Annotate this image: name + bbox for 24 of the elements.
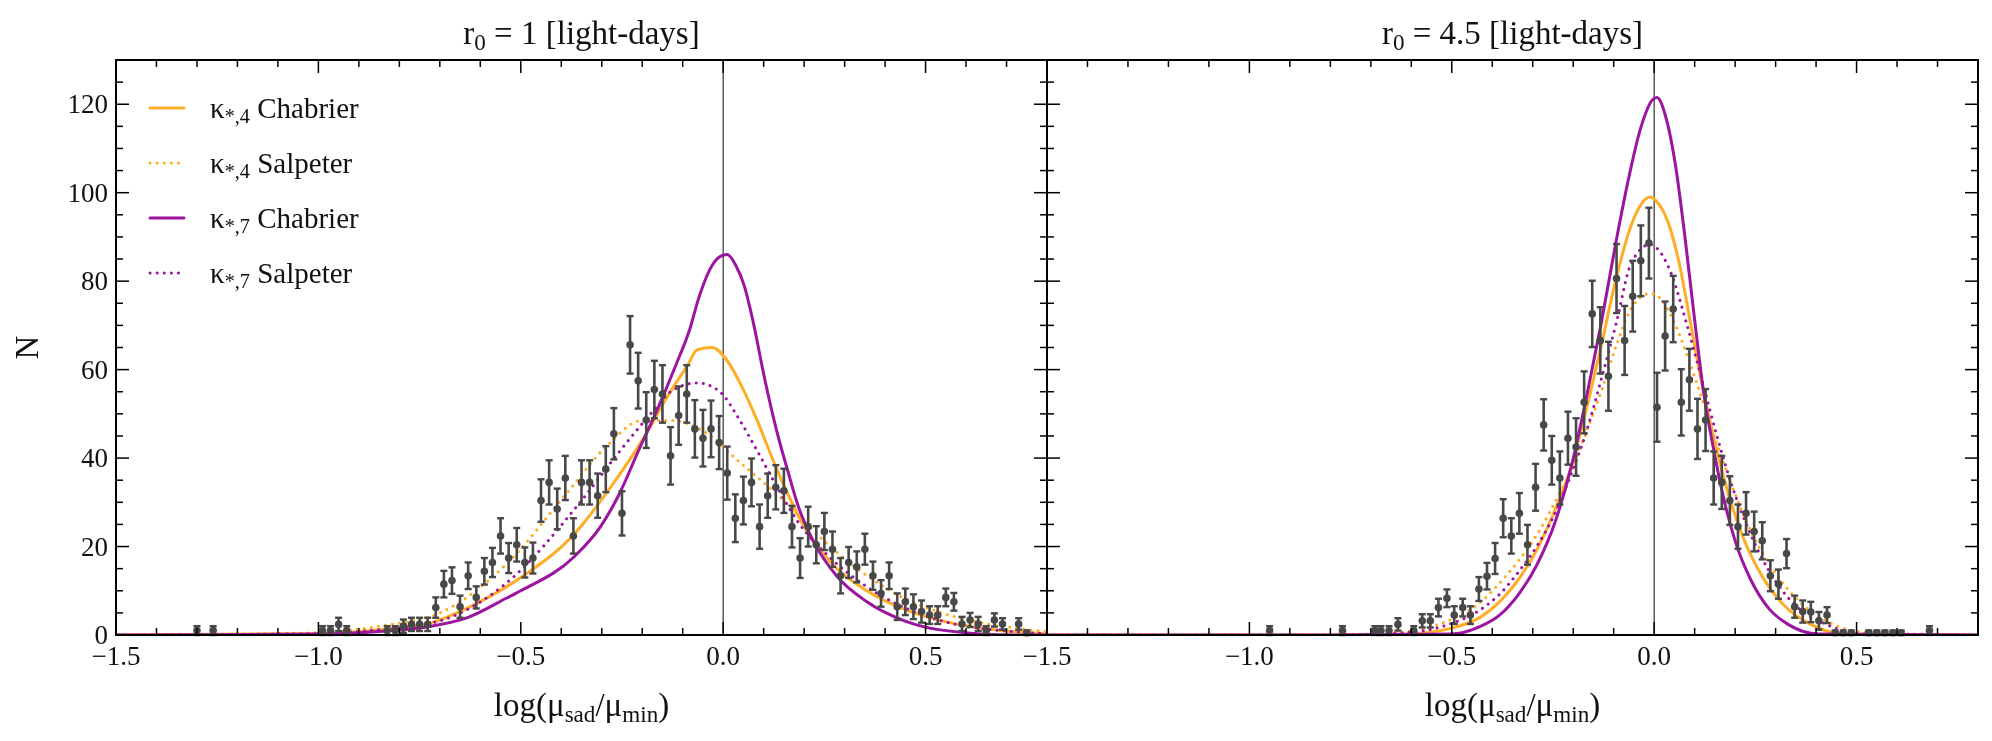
legend-label: κ$_{*,4}$ Salpeter (210, 147, 353, 182)
legend-label: κ$_{*,4}$ Chabrier (210, 92, 360, 127)
x-tick-label: −1.0 (1224, 641, 1274, 671)
chart-title: r$_{0}$ = 4.5 [light-days] (1381, 15, 1644, 55)
y-tick-label: 60 (81, 354, 108, 385)
x-tick-label: −1.0 (293, 641, 343, 671)
x-tick-label: 0.0 (706, 641, 741, 671)
x-tick-label: −0.5 (1427, 641, 1477, 671)
x-axis-title: log(μ$_{sad}$/μ$_{min}$) (1424, 687, 1601, 727)
x-tick-label: 0.0 (1637, 641, 1672, 671)
x-tick-label: −0.5 (496, 641, 546, 671)
legend-label: κ$_{*,7}$ Salpeter (210, 257, 353, 292)
y-tick-label: 40 (81, 443, 108, 474)
legend-label: κ$_{*,7}$ Chabrier (210, 202, 360, 237)
x-axis-title: log(μ$_{sad}$/μ$_{min}$) (493, 687, 670, 727)
chart-title: r$_{0}$ = 1 [light-days] (463, 15, 700, 55)
x-tick-label: 0.5 (908, 641, 943, 671)
y-tick-label: 20 (81, 531, 108, 562)
x-tick-label: −1.5 (1022, 641, 1072, 671)
y-tick-label: 80 (81, 266, 108, 297)
y-tick-label: 120 (67, 89, 108, 120)
x-tick-label: 0.5 (1839, 641, 1874, 671)
y-tick-label: 100 (67, 177, 108, 208)
y-axis-title: N (9, 335, 45, 360)
